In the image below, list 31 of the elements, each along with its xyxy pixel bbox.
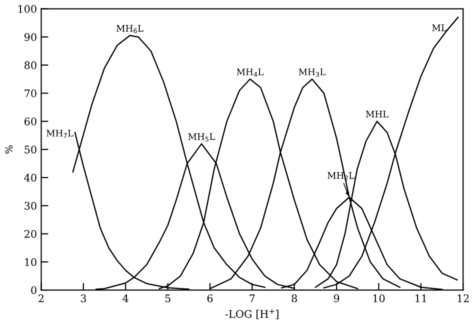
y-tick-label: 90 [24, 33, 36, 42]
series-label: MHL [366, 110, 388, 118]
series-label: MH$_{4}$L [236, 68, 264, 77]
y-tick-label: 100 [18, 5, 36, 13]
y-tick-label: 60 [24, 118, 36, 126]
series-label: MH$_{3}$L [298, 68, 326, 77]
x-tick-label: 3 [80, 294, 86, 302]
y-tick-label: 80 [24, 61, 36, 70]
x-tick-label: 11 [416, 294, 426, 302]
series-label: MH$_{5}$L [188, 133, 216, 142]
x-tick-label: 7 [250, 294, 255, 302]
y-tick-label: 20 [24, 230, 36, 238]
series-label: ML [432, 24, 447, 32]
series-label: MH$_{6}$L [116, 24, 144, 34]
x-tick-label: 6 [207, 294, 213, 302]
y-axis-title: % [5, 145, 13, 154]
y-tick-label: 0 [31, 286, 36, 294]
x-tick-label: 4 [122, 294, 128, 302]
x-axis-title: -LOG [H$^{+}$] [225, 309, 278, 320]
x-tick-label: 2 [38, 294, 44, 302]
y-tick-label: 40 [24, 174, 36, 182]
series-label: MH$_{7}$L [46, 130, 74, 138]
x-tick-label: 5 [165, 294, 170, 302]
x-tick-label: 12 [458, 294, 469, 302]
x-tick-label: 8 [292, 294, 297, 302]
y-tick-label: 30 [24, 202, 36, 210]
x-tick-label: 10 [373, 294, 385, 302]
y-tick-label: 50 [24, 146, 36, 154]
y-tick-label: 10 [25, 258, 36, 266]
x-tick-label: 9 [334, 294, 340, 302]
y-tick-label: 70 [24, 89, 36, 98]
